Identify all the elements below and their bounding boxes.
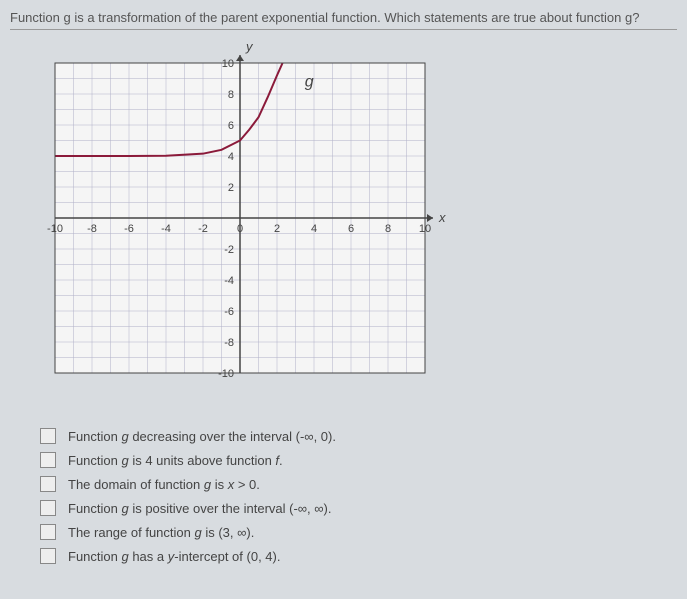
answer-text: The range of function g is (3, ∞). — [68, 525, 254, 540]
question-text: Function g is a transformation of the pa… — [10, 10, 677, 30]
answer-option-4[interactable]: The range of function g is (3, ∞). — [40, 524, 677, 540]
answers-list: Function g decreasing over the interval … — [10, 428, 677, 564]
svg-text:8: 8 — [385, 223, 391, 235]
answer-text: The domain of function g is x > 0. — [68, 477, 260, 492]
answer-option-5[interactable]: Function g has a y-intercept of (0, 4). — [40, 548, 677, 564]
svg-text:g: g — [305, 73, 314, 90]
answer-option-0[interactable]: Function g decreasing over the interval … — [40, 428, 677, 444]
svg-text:2: 2 — [274, 223, 280, 235]
svg-text:6: 6 — [228, 120, 234, 132]
svg-text:x: x — [438, 210, 446, 225]
checkbox-icon[interactable] — [40, 524, 56, 540]
svg-text:-6: -6 — [124, 223, 134, 235]
svg-text:-6: -6 — [224, 306, 234, 318]
svg-text:6: 6 — [348, 223, 354, 235]
svg-text:0: 0 — [237, 223, 243, 235]
svg-text:-4: -4 — [224, 275, 234, 287]
answer-text: Function g decreasing over the interval … — [68, 429, 336, 444]
svg-text:-10: -10 — [218, 368, 234, 380]
graph-svg: -10-8-6-4-20246810-10-8-6-4-2246810xyg — [30, 38, 450, 398]
checkbox-icon[interactable] — [40, 428, 56, 444]
checkbox-icon[interactable] — [40, 452, 56, 468]
svg-text:-8: -8 — [87, 223, 97, 235]
graph-container: -10-8-6-4-20246810-10-8-6-4-2246810xyg — [30, 38, 450, 398]
answer-text: Function g is positive over the interval… — [68, 501, 331, 516]
checkbox-icon[interactable] — [40, 548, 56, 564]
svg-text:8: 8 — [228, 89, 234, 101]
answer-option-3[interactable]: Function g is positive over the interval… — [40, 500, 677, 516]
svg-text:4: 4 — [228, 151, 234, 163]
svg-text:-2: -2 — [224, 244, 234, 256]
answer-option-1[interactable]: Function g is 4 units above function f. — [40, 452, 677, 468]
svg-text:4: 4 — [311, 223, 317, 235]
answer-option-2[interactable]: The domain of function g is x > 0. — [40, 476, 677, 492]
checkbox-icon[interactable] — [40, 476, 56, 492]
svg-text:-2: -2 — [198, 223, 208, 235]
svg-text:2: 2 — [228, 182, 234, 194]
svg-text:-4: -4 — [161, 223, 171, 235]
svg-text:-8: -8 — [224, 337, 234, 349]
answer-text: Function g is 4 units above function f. — [68, 453, 283, 468]
svg-text:y: y — [245, 39, 254, 54]
answer-text: Function g has a y-intercept of (0, 4). — [68, 549, 280, 564]
svg-text:10: 10 — [222, 58, 234, 70]
checkbox-icon[interactable] — [40, 500, 56, 516]
